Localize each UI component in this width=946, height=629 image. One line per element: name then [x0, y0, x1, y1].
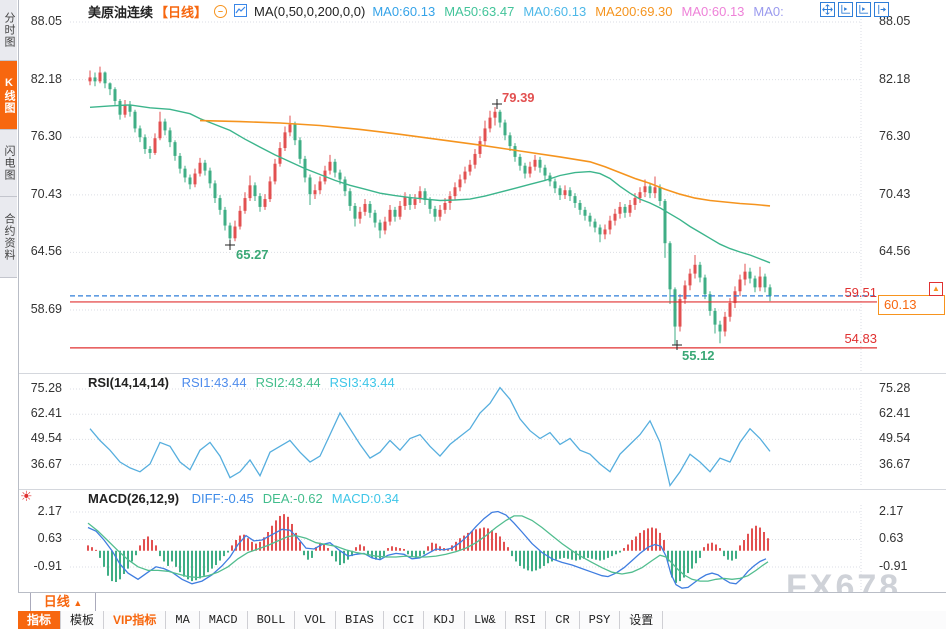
- sidebar-tab-闪电图[interactable]: 闪电图: [0, 130, 17, 197]
- crosshair-tool-icon[interactable]: [820, 2, 835, 17]
- rsi-panel-header: RSI(14,14,14) RSI1:43.44 RSI2:43.44 RSI3:4…: [88, 375, 413, 390]
- macd-values: DIFF:-0.45 DEA:-0.62 MACD:0.34: [192, 491, 408, 506]
- toolbar-item-PSY[interactable]: PSY: [580, 611, 621, 629]
- toolbar-item-KDJ[interactable]: KDJ: [424, 611, 466, 629]
- toolbar-item-指标[interactable]: 指标: [18, 611, 62, 629]
- ma-formula: MA(0,50,0,200,0,0): [254, 4, 366, 19]
- period-selector[interactable]: 日线 ▲: [30, 593, 96, 611]
- rsi-value: RSI2:43.44: [255, 375, 321, 390]
- macd-value: MACD:0.34: [331, 491, 399, 506]
- ma-value: MA200:69.30: [595, 4, 673, 19]
- macd-value: DEA:-0.62: [262, 491, 323, 506]
- compress-left-icon[interactable]: [838, 2, 853, 17]
- level-label-59-51: 59.51: [844, 285, 877, 300]
- rsi-value: RSI3:43.44: [329, 375, 395, 390]
- toolbar-item-MA[interactable]: MA: [166, 611, 200, 629]
- ma-value: MA0:60.13: [372, 4, 436, 19]
- toolbar-item-VOL[interactable]: VOL: [295, 611, 337, 629]
- rsi-name: RSI(14,14,14): [88, 375, 169, 390]
- indicator-chart-icon[interactable]: [234, 3, 248, 20]
- price-alert-icon[interactable]: ▲: [929, 282, 943, 296]
- chart-header: 美原油连续 【日线】 – MA(0,50,0,200,0,0) MA0:60.13…: [88, 2, 793, 21]
- alert-sun-icon[interactable]: ☀: [20, 488, 33, 504]
- chart-toolbar-icons: [820, 2, 889, 17]
- sidebar-tab-K线图[interactable]: K线图: [0, 61, 17, 130]
- macd-value: DIFF:-0.45: [191, 491, 254, 506]
- panel-separator: [18, 373, 946, 374]
- toolbar-item-CR[interactable]: CR: [546, 611, 580, 629]
- level-label-54-83: 54.83: [844, 331, 877, 346]
- sidebar: 分时图 K线图 闪电图 合约资料: [0, 0, 19, 629]
- period-label: 【日线】: [155, 5, 208, 20]
- indicator-toolbar: 指标 模板 VIP指标 MA MACD BOLL VOL BIAS CCI KDJ LW& RSI CR…: [18, 611, 946, 629]
- toolbar-item-RSI[interactable]: RSI: [506, 611, 547, 629]
- macd-name: MACD(26,12,9): [88, 491, 180, 506]
- toolbar-item-模板[interactable]: 模板: [61, 611, 105, 629]
- ma-value: MA0:60.13: [523, 4, 587, 19]
- rsi-values: RSI1:43.44 RSI2:43.44 RSI3:43.44: [182, 375, 404, 390]
- x-axis-row: 日线 ▲: [18, 592, 946, 613]
- play-forward-icon[interactable]: [856, 2, 871, 17]
- toolbar-item-CCI[interactable]: CCI: [384, 611, 425, 629]
- toolbar-item-BOLL[interactable]: BOLL: [248, 611, 296, 629]
- toolbar-item-BIAS[interactable]: BIAS: [336, 611, 384, 629]
- panel-separator: [18, 489, 946, 490]
- rsi-value: RSI1:43.44: [181, 375, 247, 390]
- ma-values: MA0:60.13 MA50:63.47 MA0:60.13 MA200:69.30 M…: [372, 4, 792, 19]
- toolbar-item-LW&[interactable]: LW&: [465, 611, 506, 629]
- toolbar-item-设置[interactable]: 设置: [620, 611, 664, 629]
- macd-panel-header: MACD(26,12,9) DIFF:-0.45 DEA:-0.62 MACD:0.…: [88, 491, 417, 506]
- toolbar-item-MACD[interactable]: MACD: [200, 611, 248, 629]
- chevron-up-icon: ▲: [73, 598, 83, 608]
- ma-value: MA0:60.13: [681, 4, 745, 19]
- last-price-tag: 60.13: [878, 295, 945, 315]
- period-selector-label: 日线: [43, 594, 70, 609]
- sidebar-tab-分时图[interactable]: 分时图: [0, 0, 17, 61]
- sidebar-tab-合约资料[interactable]: 合约资料: [0, 197, 17, 278]
- instrument-title: 美原油连续: [88, 5, 154, 20]
- toolbar-item-VIP指标[interactable]: VIP指标: [104, 611, 167, 629]
- zoom-out-icon[interactable]: –: [214, 5, 228, 18]
- shift-right-icon[interactable]: [874, 2, 889, 17]
- ma-value: MA50:63.47: [444, 4, 515, 19]
- ma-value: MA0:: [753, 4, 784, 19]
